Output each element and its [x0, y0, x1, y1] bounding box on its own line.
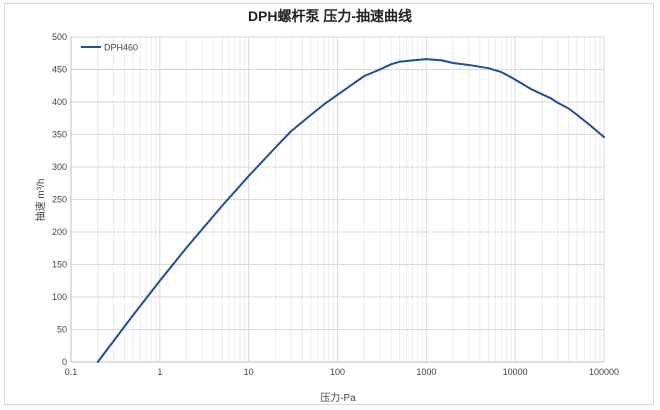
tick-labels: 0.1 1 10 100 1000 10000 100000 0 50 100 150 200 250 3… [52, 32, 619, 377]
data-point [425, 58, 428, 60]
data-point [603, 136, 605, 138]
data-point [390, 63, 392, 66]
x-tick-label: 10000 [503, 367, 528, 377]
x-axis-label: 压力-Pa [320, 391, 356, 404]
data-point [185, 246, 188, 249]
x-tick-label: 100000 [589, 367, 619, 377]
y-axis-label: 抽速 m³/h [34, 179, 47, 222]
data-point [510, 76, 512, 79]
series-layer [96, 58, 605, 363]
data-point [322, 103, 325, 106]
chart-title: DPH螺杆泵 压力-抽速曲线 [247, 8, 413, 24]
data-point [541, 93, 543, 95]
y-tick-label: 450 [52, 65, 67, 75]
y-tick-label: 500 [52, 32, 67, 42]
y-tick-label: 250 [52, 195, 67, 205]
data-point [441, 59, 443, 62]
axes [70, 37, 604, 363]
x-tick-label: 100 [330, 367, 345, 377]
data-point [487, 67, 490, 69]
data-point [379, 68, 381, 71]
data-point [132, 314, 134, 317]
data-point [363, 75, 366, 77]
data-point [411, 59, 414, 62]
data-point [290, 130, 292, 133]
y-tick-label: 300 [52, 162, 67, 172]
data-point [467, 64, 470, 66]
data-point [309, 114, 312, 116]
data-point [549, 97, 552, 99]
data-point [500, 71, 503, 73]
data-point [556, 101, 559, 104]
y-tick-label: 200 [52, 227, 67, 237]
data-point [352, 83, 354, 85]
data-point [521, 83, 524, 85]
x-tick-label: 10 [244, 367, 254, 377]
series-line-dph460 [96, 58, 605, 363]
data-point [452, 62, 454, 64]
y-tick-label: 0 [62, 357, 67, 367]
data-point [589, 124, 592, 127]
data-point [398, 60, 401, 63]
x-tick-label: 0.1 [65, 367, 78, 377]
data-point [567, 107, 570, 110]
data-point [159, 279, 161, 282]
y-tick-label: 400 [52, 97, 67, 107]
data-point [530, 88, 532, 90]
data-point [96, 361, 99, 363]
y-tick-label: 350 [52, 130, 67, 140]
legend-label-dph460: DPH460 [104, 43, 138, 53]
y-tick-label: 150 [52, 260, 67, 270]
data-point [247, 175, 250, 177]
legend: DPH460 [81, 43, 138, 53]
x-tick-label: 1000 [416, 367, 436, 377]
y-tick-label: 50 [57, 325, 67, 335]
data-point [274, 146, 277, 149]
x-tick-label: 1 [157, 367, 162, 377]
y-tick-label: 100 [52, 292, 67, 302]
data-point [576, 114, 579, 116]
data-point [221, 205, 223, 207]
data-point [336, 94, 339, 96]
